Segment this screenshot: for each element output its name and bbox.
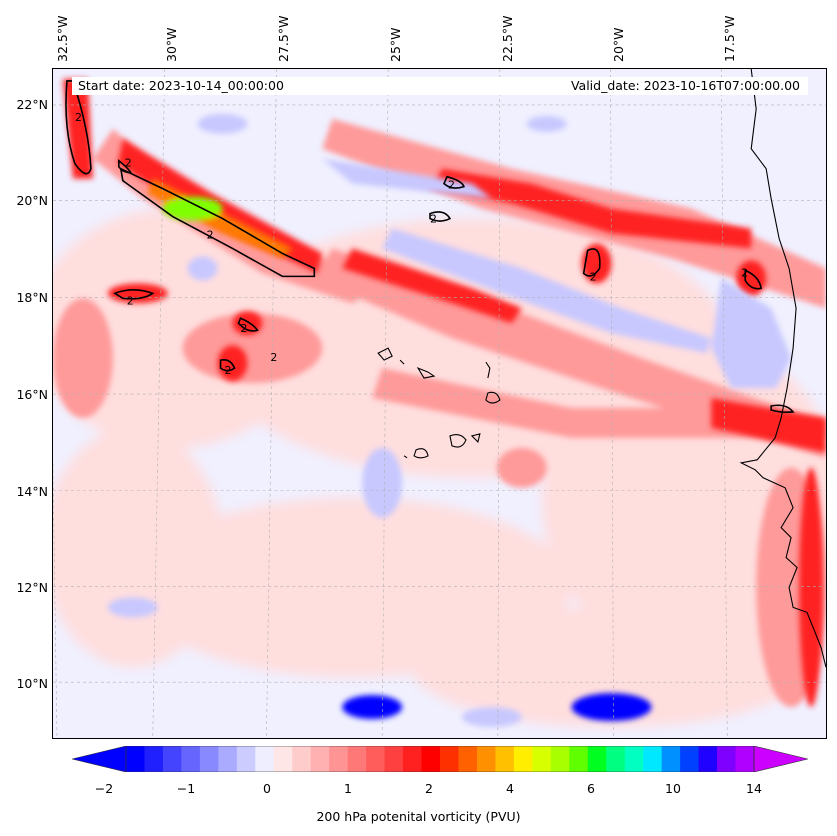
colorbar-segment: [458, 746, 478, 772]
colorbar-segment: [735, 746, 755, 772]
lat-label-16n: 16°N: [16, 387, 48, 402]
lat-label-10n: 10°N: [16, 676, 48, 691]
contour-label: 2: [225, 364, 232, 377]
colorbar-title: 200 hPa potenital vorticity (PVU): [316, 809, 521, 824]
colorbar-tick-label: −2: [94, 781, 114, 796]
colorbar-segment: [532, 746, 552, 772]
lat-label-12n: 12°N: [16, 580, 48, 595]
lon-label-27-5w: 27.5°W: [276, 15, 291, 62]
coastline: [377, 69, 826, 668]
colorbar-segment: [587, 746, 607, 772]
colorbar-tick-label: −1: [176, 781, 196, 796]
colorbar-segment: [329, 746, 349, 772]
contour-label: 2: [430, 213, 437, 226]
colorbar-segment: [218, 746, 238, 772]
colorbar-segment: [403, 746, 423, 772]
lon-label-17-5w: 17.5°W: [722, 15, 737, 62]
colorbar-segment: [273, 746, 293, 772]
colorbar-tick-label: 4: [506, 781, 514, 796]
lat-label-14n: 14°N: [16, 484, 48, 499]
contour-label: 2: [590, 270, 597, 283]
contour-label: 2: [207, 228, 214, 241]
negative-pv-field: [107, 113, 792, 728]
colorbar-segment: [569, 746, 589, 772]
date-banner: Start date: 2023-10-14_00:00:00 Valid_da…: [72, 77, 808, 95]
colorbar-arrow-low: [72, 746, 127, 772]
lon-label-22-5w: 22.5°W: [500, 15, 515, 62]
colorbar-segment: [698, 746, 718, 772]
colorbar-segment: [255, 746, 275, 772]
graticule: [53, 69, 826, 738]
contour-label: 2: [125, 157, 132, 170]
colorbar-segment: [624, 746, 644, 772]
contour-label: 2: [127, 294, 134, 307]
colorbar-tick-label: 2: [425, 781, 433, 796]
colorbar-segment: [347, 746, 367, 772]
colorbar-segment: [199, 746, 219, 772]
colorbar-segment: [606, 746, 626, 772]
colorbar-segment: [310, 746, 330, 772]
colorbar-tick-label: 6: [587, 781, 595, 796]
contour-label: 2: [741, 266, 748, 279]
colorbar: [72, 746, 808, 772]
colorbar-segment: [236, 746, 256, 772]
contour-label: 2: [270, 351, 277, 364]
contour-label: 2: [448, 179, 455, 192]
pv-2-contours: [65, 80, 795, 414]
colorbar-segment: [421, 746, 441, 772]
lon-label-25w: 25°W: [388, 27, 403, 62]
colorbar-segment: [643, 746, 663, 772]
colorbar-segment: [717, 746, 737, 772]
contour-label: 2: [75, 111, 82, 124]
lon-label-30w: 30°W: [164, 27, 179, 62]
lon-label-32-5w: 32.5°W: [55, 15, 70, 62]
colorbar-segment: [144, 746, 164, 772]
colorbar-segment: [126, 746, 145, 772]
contour-label: 2: [241, 322, 248, 335]
contour-labels: 2 2 2 2 2 2 2 2 2 2 2: [75, 111, 748, 377]
colorbar-segment: [440, 746, 459, 772]
start-date-text: Start date: 2023-10-14_00:00:00: [78, 78, 284, 93]
lat-label-18n: 18°N: [16, 290, 48, 305]
lon-label-20w: 20°W: [611, 27, 626, 62]
colorbar-arrow-high: [753, 746, 808, 772]
pv-map: 2 2 2 2 2 2 2 2 2 2 2: [52, 68, 827, 739]
colorbar-segment: [680, 746, 700, 772]
lat-label-20n: 20°N: [16, 193, 48, 208]
colorbar-segment: [495, 746, 515, 772]
colorbar-segment: [181, 746, 201, 772]
colorbar-tick-label: 1: [344, 781, 352, 796]
lat-label-22n: 22°N: [16, 97, 48, 112]
colorbar-segment: [476, 746, 496, 772]
colorbar-segment: [384, 746, 404, 772]
colorbar-segment: [661, 746, 681, 772]
colorbar-tick-label: 10: [665, 781, 681, 796]
colorbar-segment: [550, 746, 570, 772]
colorbar-segment: [162, 746, 182, 772]
colorbar-tick-label: 0: [263, 781, 271, 796]
colorbar-segments: [126, 746, 755, 772]
colorbar-segment: [366, 746, 386, 772]
colorbar-segment: [513, 746, 533, 772]
valid-date-text: Valid_date: 2023-10-16T07:00:00.00: [570, 78, 800, 93]
colorbar-segment: [292, 746, 312, 772]
pv-field-svg: 2 2 2 2 2 2 2 2 2 2 2: [53, 69, 826, 738]
colorbar-tick-label: 14: [746, 781, 762, 796]
